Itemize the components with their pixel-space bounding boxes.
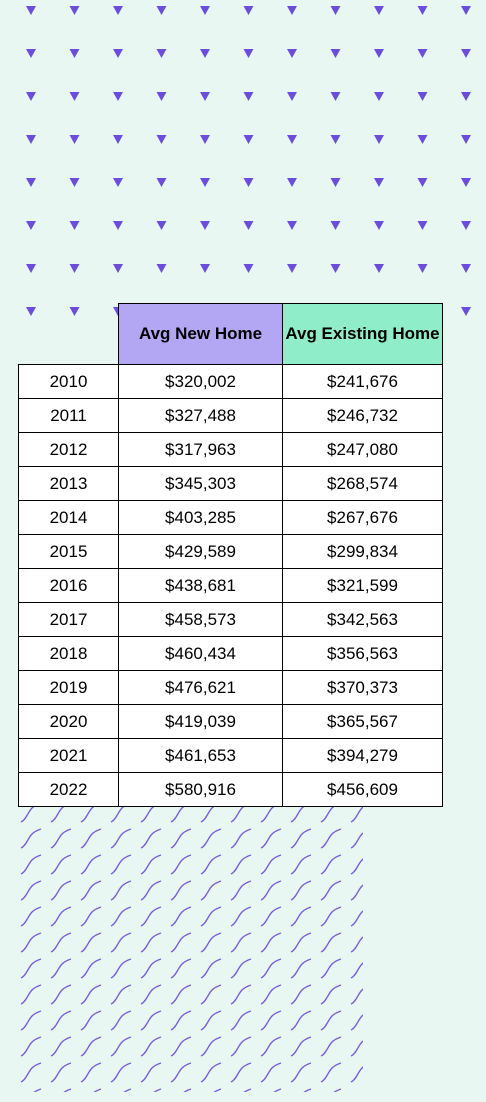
price-cell: $403,285 xyxy=(119,501,283,535)
table-row: 2010$320,002$241,676 xyxy=(19,365,443,399)
price-cell: $345,303 xyxy=(119,467,283,501)
price-cell: $356,563 xyxy=(283,637,443,671)
year-cell: 2012 xyxy=(19,433,119,467)
price-cell: $438,681 xyxy=(119,569,283,603)
price-table: Avg New Home Avg Existing Home 2010$320,… xyxy=(18,303,443,807)
table-row: 2018$460,434$356,563 xyxy=(19,637,443,671)
price-cell: $429,589 xyxy=(119,535,283,569)
price-cell: $247,080 xyxy=(283,433,443,467)
table-row: 2020$419,039$365,567 xyxy=(19,705,443,739)
year-cell: 2014 xyxy=(19,501,119,535)
price-cell: $321,599 xyxy=(283,569,443,603)
price-cell: $246,732 xyxy=(283,399,443,433)
table-row: 2019$476,621$370,373 xyxy=(19,671,443,705)
price-cell: $580,916 xyxy=(119,773,283,807)
table-row: 2014$403,285$267,676 xyxy=(19,501,443,535)
year-cell: 2017 xyxy=(19,603,119,637)
triangle-pattern xyxy=(0,0,486,335)
header-blank xyxy=(19,304,119,365)
price-cell: $241,676 xyxy=(283,365,443,399)
year-cell: 2015 xyxy=(19,535,119,569)
table-row: 2011$327,488$246,732 xyxy=(19,399,443,433)
year-cell: 2022 xyxy=(19,773,119,807)
price-cell: $456,609 xyxy=(283,773,443,807)
year-cell: 2010 xyxy=(19,365,119,399)
table-row: 2022$580,916$456,609 xyxy=(19,773,443,807)
year-cell: 2013 xyxy=(19,467,119,501)
price-cell: $460,434 xyxy=(119,637,283,671)
header-row: Avg New Home Avg Existing Home xyxy=(19,304,443,365)
price-cell: $458,573 xyxy=(119,603,283,637)
price-cell: $317,963 xyxy=(119,433,283,467)
price-cell: $461,653 xyxy=(119,739,283,773)
year-cell: 2019 xyxy=(19,671,119,705)
year-cell: 2016 xyxy=(19,569,119,603)
price-cell: $299,834 xyxy=(283,535,443,569)
header-cell: Avg Existing Home xyxy=(283,304,443,365)
price-cell: $365,567 xyxy=(283,705,443,739)
price-cell: $267,676 xyxy=(283,501,443,535)
price-cell: $370,373 xyxy=(283,671,443,705)
table-row: 2021$461,653$394,279 xyxy=(19,739,443,773)
price-cell: $394,279 xyxy=(283,739,443,773)
page: {"table": { "columns": ["Avg New Home", … xyxy=(0,0,486,1102)
price-cell: $476,621 xyxy=(119,671,283,705)
price-cell: $342,563 xyxy=(283,603,443,637)
price-cell: $419,039 xyxy=(119,705,283,739)
year-cell: 2011 xyxy=(19,399,119,433)
price-cell: $327,488 xyxy=(119,399,283,433)
table-row: 2017$458,573$342,563 xyxy=(19,603,443,637)
table-row: 2012$317,963$247,080 xyxy=(19,433,443,467)
table-row: 2016$438,681$321,599 xyxy=(19,569,443,603)
wave-pattern xyxy=(18,800,363,1092)
header-cell: Avg New Home xyxy=(119,304,283,365)
year-cell: 2020 xyxy=(19,705,119,739)
year-cell: 2018 xyxy=(19,637,119,671)
price-cell: $320,002 xyxy=(119,365,283,399)
year-cell: 2021 xyxy=(19,739,119,773)
table-row: 2013$345,303$268,574 xyxy=(19,467,443,501)
price-cell: $268,574 xyxy=(283,467,443,501)
table-row: 2015$429,589$299,834 xyxy=(19,535,443,569)
